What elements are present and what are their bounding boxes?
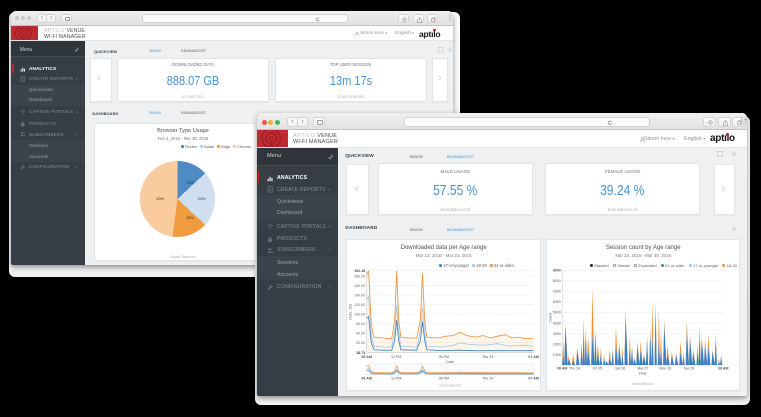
svg-text:191.18: 191.18 [355,270,366,274]
svg-text:160.00: 160.00 [355,284,366,288]
svg-text:4000: 4000 [553,322,561,326]
svg-text:08 AM: 08 AM [362,377,372,381]
svg-text:180.00: 180.00 [355,275,366,279]
svg-text:08 AM: 08 AM [557,367,567,371]
svg-text:80.00: 80.00 [357,322,366,326]
svg-text:40.00: 40.00 [357,341,366,345]
svg-text:06 PM: 06 PM [439,377,449,381]
svg-text:2000: 2000 [553,343,561,347]
svg-text:Mar 27: Mar 27 [638,367,649,371]
svg-text:3000: 3000 [553,332,561,336]
svg-text:Bean&Boost: Bean&Boost [440,383,462,388]
svg-text:Fri 25: Fri 25 [593,367,602,371]
svg-text:12 PM: 12 PM [391,355,401,359]
svg-text:Tue 29: Tue 29 [684,367,695,371]
svg-text:Mon 28: Mon 28 [660,367,672,371]
svg-text:140.00: 140.00 [355,294,366,298]
svg-text:8000: 8000 [553,280,561,284]
svg-text:07 AM: 07 AM [529,377,539,381]
svg-text:5000: 5000 [553,311,561,315]
svg-text:Data, GB: Data, GB [349,304,353,320]
svg-text:6000: 6000 [553,301,561,305]
svg-text:Date: Date [446,360,454,364]
svg-text:7000: 7000 [553,290,561,294]
svg-text:18.73: 18.73 [357,351,366,355]
svg-text:1000: 1000 [553,353,561,357]
svg-text:Thu 24: Thu 24 [483,377,494,381]
svg-text:07 AM: 07 AM [529,355,539,359]
svg-text:Sat 26: Sat 26 [615,367,625,371]
svg-text:Thu 24: Thu 24 [483,355,494,359]
svg-text:Thu 24: Thu 24 [569,367,580,371]
svg-text:100.00: 100.00 [355,313,366,317]
svg-text:08 AM: 08 AM [362,355,372,359]
svg-text:Date: Date [639,372,647,376]
svg-text:06 PM: 06 PM [439,355,449,359]
svg-text:9000: 9000 [553,269,561,273]
svg-text:120.00: 120.00 [355,303,366,307]
svg-text:60.00: 60.00 [357,332,366,336]
svg-text:Bean&Boost: Bean&Boost [632,381,654,386]
svg-text:Count: Count [549,312,553,323]
svg-text:12 PM: 12 PM [391,377,401,381]
svg-text:08 AM: 08 AM [718,367,728,371]
